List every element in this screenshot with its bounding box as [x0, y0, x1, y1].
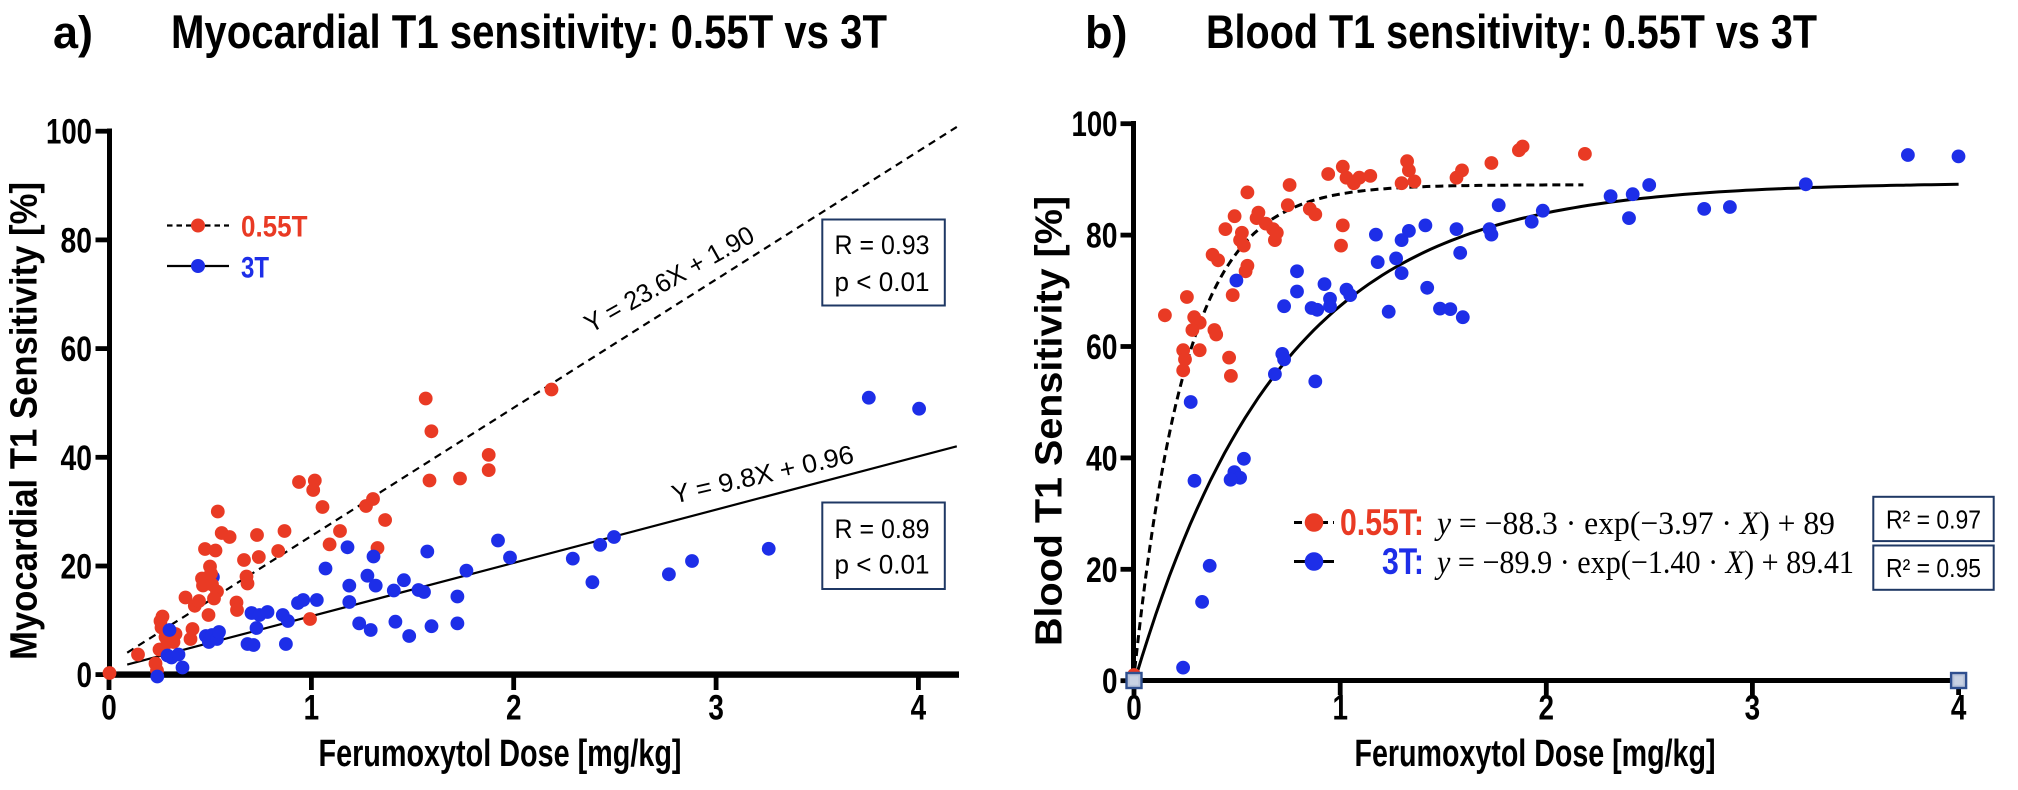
- svg-text:4: 4: [1951, 689, 1967, 728]
- svg-text:a): a): [53, 7, 93, 58]
- svg-text:3: 3: [708, 689, 724, 728]
- svg-text:0.55T: 0.55T: [241, 211, 308, 244]
- svg-text:R = 0.93: R = 0.93: [835, 230, 930, 260]
- svg-text:y = −88.3 · exp(−3.97 · X) + 8: y = −88.3 · exp(−3.97 · X) + 89: [1434, 506, 1835, 542]
- svg-text:0: 0: [101, 689, 117, 728]
- svg-text:80: 80: [61, 221, 93, 260]
- svg-text:Ferumoxytol Dose [mg/kg]: Ferumoxytol Dose [mg/kg]: [1355, 733, 1716, 775]
- svg-text:100: 100: [1072, 105, 1118, 144]
- svg-text:p < 0.01: p < 0.01: [835, 267, 930, 297]
- svg-text:100: 100: [46, 113, 92, 152]
- svg-text:R = 0.89: R = 0.89: [835, 514, 930, 544]
- svg-text:60: 60: [61, 330, 93, 369]
- svg-text:R² = 0.95: R² = 0.95: [1886, 553, 1981, 583]
- svg-text:40: 40: [1086, 439, 1118, 478]
- svg-text:0: 0: [1126, 689, 1142, 728]
- svg-text:1: 1: [1332, 689, 1348, 728]
- svg-text:0.55T:: 0.55T:: [1340, 502, 1424, 543]
- svg-text:y = −89.9 · exp(−1.40 · X) + 8: y = −89.9 · exp(−1.40 · X) + 89.41: [1434, 545, 1854, 581]
- svg-text:60: 60: [1086, 328, 1118, 367]
- svg-text:Myocardial T1 sensitivity: 0.5: Myocardial T1 sensitivity: 0.55T vs 3T: [171, 5, 887, 58]
- svg-text:Blood T1 sensitivity: 0.55T vs: Blood T1 sensitivity: 0.55T vs 3T: [1206, 5, 1817, 58]
- svg-text:20: 20: [61, 548, 93, 587]
- svg-text:2: 2: [1539, 689, 1555, 728]
- svg-text:b): b): [1085, 7, 1127, 58]
- svg-text:20: 20: [1086, 551, 1118, 590]
- svg-text:40: 40: [61, 439, 93, 478]
- svg-text:Myocardial T1 Sensitivity [%]: Myocardial T1 Sensitivity [%]: [3, 182, 45, 660]
- svg-text:p < 0.01: p < 0.01: [835, 550, 930, 580]
- svg-text:Blood T1 Sensitivity [%]: Blood T1 Sensitivity [%]: [1029, 196, 1071, 646]
- svg-text:0: 0: [77, 656, 93, 695]
- svg-text:3T:: 3T:: [1382, 541, 1424, 582]
- svg-text:1: 1: [304, 689, 320, 728]
- svg-text:0: 0: [1102, 662, 1118, 701]
- svg-text:80: 80: [1086, 217, 1118, 256]
- svg-text:3: 3: [1745, 689, 1761, 728]
- svg-text:3T: 3T: [241, 252, 269, 285]
- svg-text:R² = 0.97: R² = 0.97: [1886, 505, 1981, 535]
- svg-text:Ferumoxytol Dose [mg/kg]: Ferumoxytol Dose [mg/kg]: [319, 733, 682, 775]
- svg-text:4: 4: [911, 689, 927, 728]
- svg-text:2: 2: [506, 689, 522, 728]
